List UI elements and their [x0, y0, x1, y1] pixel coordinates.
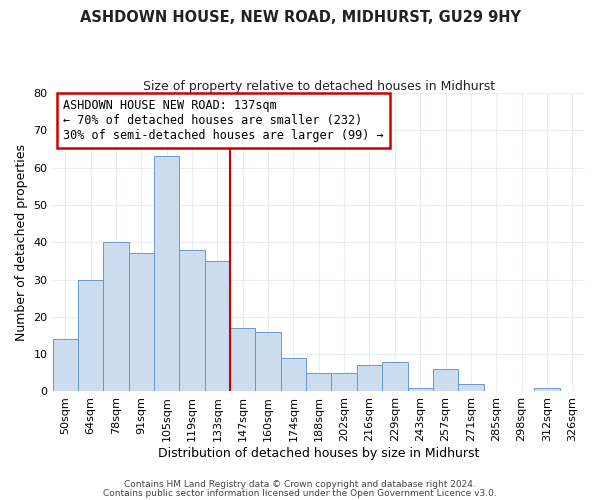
Title: Size of property relative to detached houses in Midhurst: Size of property relative to detached ho… [143, 80, 495, 93]
Bar [230, 328, 256, 392]
Bar [53, 339, 78, 392]
Bar [382, 362, 407, 392]
Text: ASHDOWN HOUSE NEW ROAD: 137sqm
← 70% of detached houses are smaller (232)
30% of: ASHDOWN HOUSE NEW ROAD: 137sqm ← 70% of … [63, 99, 384, 142]
Bar [407, 388, 433, 392]
Bar [433, 369, 458, 392]
Bar [179, 250, 205, 392]
Y-axis label: Number of detached properties: Number of detached properties [15, 144, 28, 340]
Text: Contains HM Land Registry data © Crown copyright and database right 2024.: Contains HM Land Registry data © Crown c… [124, 480, 476, 489]
Bar [306, 373, 331, 392]
Bar [458, 384, 484, 392]
Bar [281, 358, 306, 392]
Text: Contains public sector information licensed under the Open Government Licence v3: Contains public sector information licen… [103, 488, 497, 498]
Bar [78, 280, 103, 392]
Text: ASHDOWN HOUSE, NEW ROAD, MIDHURST, GU29 9HY: ASHDOWN HOUSE, NEW ROAD, MIDHURST, GU29 … [79, 10, 521, 25]
X-axis label: Distribution of detached houses by size in Midhurst: Distribution of detached houses by size … [158, 447, 479, 460]
Bar [357, 366, 382, 392]
Bar [154, 156, 179, 392]
Bar [103, 242, 128, 392]
Bar [128, 254, 154, 392]
Bar [331, 373, 357, 392]
Bar [256, 332, 281, 392]
Bar [205, 261, 230, 392]
Bar [534, 388, 560, 392]
